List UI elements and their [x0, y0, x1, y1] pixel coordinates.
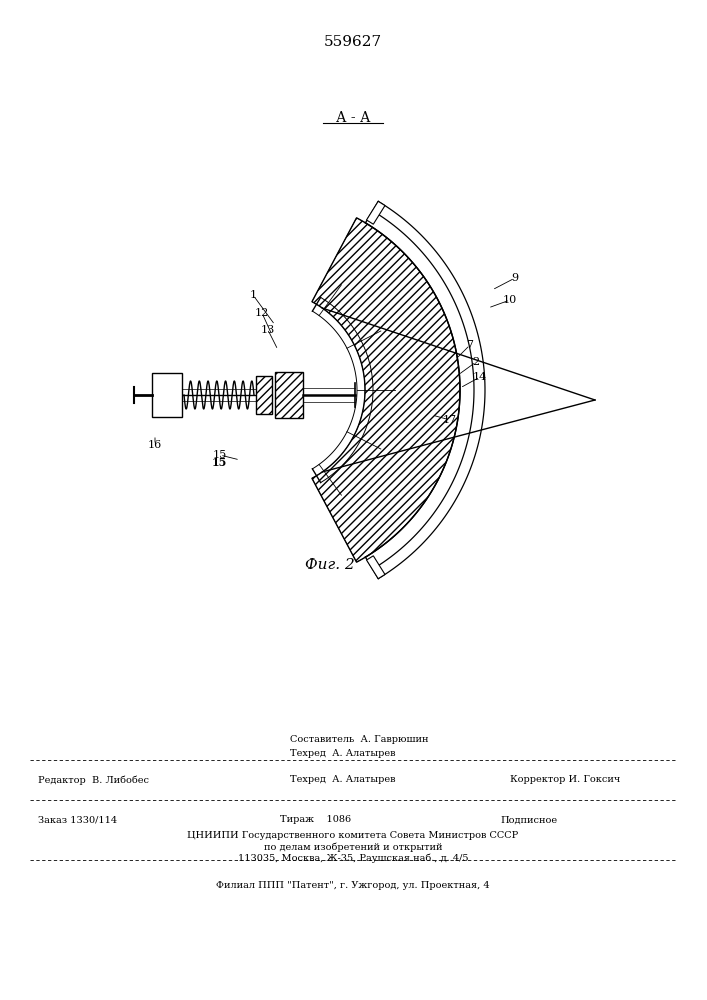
Text: Филиал ППП "Патент", г. Ужгород, ул. Проектная, 4: Филиал ППП "Патент", г. Ужгород, ул. Про…: [216, 880, 490, 890]
Polygon shape: [366, 201, 385, 224]
Text: ЦНИИПИ Государственного комитета Совета Министров СССР: ЦНИИПИ Государственного комитета Совета …: [187, 830, 519, 840]
Text: 12: 12: [255, 308, 269, 318]
Text: 17: 17: [443, 415, 457, 425]
Text: 16: 16: [148, 440, 162, 450]
Text: Составитель  А. Гаврюшин: Составитель А. Гаврюшин: [290, 736, 428, 744]
Text: 1: 1: [250, 290, 257, 300]
Text: Подписное: Подписное: [500, 816, 557, 824]
Text: 14: 14: [473, 372, 487, 382]
Text: 15: 15: [211, 456, 227, 468]
Text: Корректор И. Гоксич: Корректор И. Гоксич: [510, 776, 620, 784]
Text: 15: 15: [213, 450, 227, 460]
Bar: [256, 376, 272, 414]
Text: 2: 2: [472, 357, 479, 367]
Text: 13: 13: [261, 325, 275, 335]
Bar: [275, 372, 303, 418]
Text: 113035, Москва, Ж-35, Раушская наб., д. 4/5: 113035, Москва, Ж-35, Раушская наб., д. …: [238, 853, 468, 863]
Text: 7: 7: [467, 340, 474, 350]
Text: Техред  А. Алатырев: Техред А. Алатырев: [290, 776, 395, 784]
Polygon shape: [312, 218, 460, 562]
Text: А - А: А - А: [336, 111, 370, 125]
Bar: [256, 376, 272, 414]
Bar: [152, 373, 182, 417]
Text: Заказ 1330/114: Заказ 1330/114: [38, 816, 117, 824]
Text: 9: 9: [511, 273, 518, 283]
Text: Тираж    1086: Тираж 1086: [280, 816, 351, 824]
Text: 10: 10: [503, 295, 517, 305]
Text: по делам изобретений и открытий: по делам изобретений и открытий: [264, 842, 443, 852]
Polygon shape: [366, 556, 385, 579]
Text: 559627: 559627: [324, 35, 382, 49]
Text: Техред  А. Алатырев: Техред А. Алатырев: [290, 750, 395, 758]
Text: Редактор  В. Либобес: Редактор В. Либобес: [38, 775, 149, 785]
Text: Фиг. 2: Фиг. 2: [305, 558, 355, 572]
Bar: [275, 372, 303, 418]
